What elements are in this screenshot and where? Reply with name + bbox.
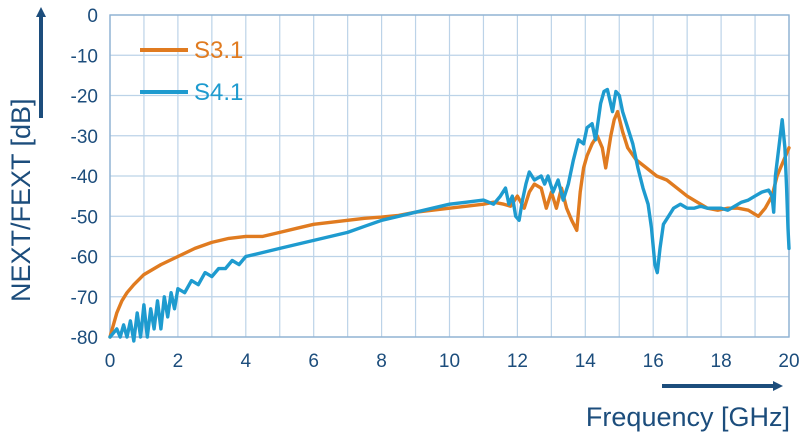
- legend-label-s4-1: S4.1: [194, 79, 243, 106]
- y-axis-title: NEXT/FEXT [dB]: [6, 98, 36, 302]
- y-tick-label: -10: [71, 46, 98, 67]
- x-tick-label: 20: [778, 351, 799, 372]
- y-tick-label: -50: [71, 207, 98, 228]
- x-tick-label: 12: [507, 351, 528, 372]
- x-axis-title: Frequency [GHz]: [586, 402, 790, 432]
- x-tick-labels: 0 2 4 6 8 10 12 14 16 18 20: [105, 351, 800, 372]
- y-tick-label: -30: [71, 127, 98, 148]
- y-tick-label: 0: [87, 6, 98, 27]
- legend: S3.1 S4.1: [140, 37, 243, 106]
- y-axis-title-group: NEXT/FEXT [dB]: [6, 7, 46, 302]
- x-tick-label: 0: [105, 351, 116, 372]
- series-line-s4-1: [108, 87, 791, 343]
- legend-label-s3-1: S3.1: [194, 37, 243, 64]
- plot-frame: [109, 14, 790, 338]
- x-axis-title-group: Frequency [GHz]: [586, 381, 790, 432]
- x-tick-label: 6: [308, 351, 319, 372]
- x-tick-label: 4: [241, 351, 252, 372]
- x-tick-label: 16: [643, 351, 664, 372]
- y-tick-labels: 0 -10 -20 -30 -40 -50 -60 -70 -80: [71, 6, 98, 349]
- y-tick-label: -60: [71, 248, 98, 269]
- y-tick-label: -70: [71, 288, 98, 309]
- x-tick-label: 2: [173, 351, 184, 372]
- x-tick-label: 10: [439, 351, 460, 372]
- y-tick-label: -80: [71, 328, 98, 349]
- y-tick-label: -40: [71, 167, 98, 188]
- y-tick-label: -20: [71, 87, 98, 108]
- x-tick-label: 18: [711, 351, 732, 372]
- series-layer: [108, 87, 791, 343]
- x-tick-label: 8: [376, 351, 387, 372]
- x-tick-label: 14: [575, 351, 597, 372]
